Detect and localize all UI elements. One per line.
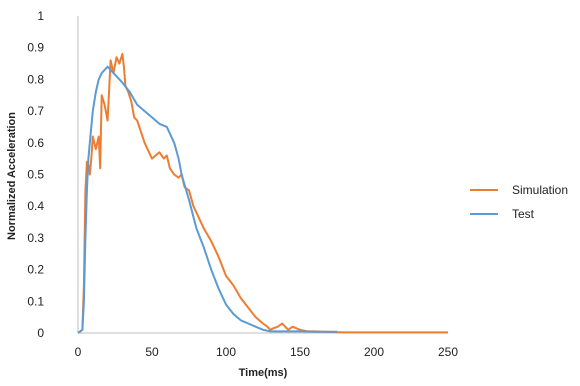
- y-tick-label: 0.7: [27, 104, 44, 118]
- x-tick-label: 50: [145, 345, 159, 359]
- x-tick-label: 250: [438, 345, 458, 359]
- y-tick-label: 0.5: [27, 168, 44, 182]
- y-tick-label: 0.3: [27, 231, 44, 245]
- x-axis-title: Time(ms): [239, 367, 288, 379]
- series-line-simulation: [77, 53, 448, 334]
- x-tick-label: 150: [290, 345, 310, 359]
- legend-label-simulation: Simulation: [512, 183, 568, 197]
- y-tick-label: 0.4: [27, 199, 44, 213]
- y-tick-label: 0: [37, 326, 44, 340]
- y-tick-label: 0.9: [27, 41, 44, 55]
- series-layer: [77, 53, 448, 334]
- y-tick-labels: 0 0.1 0.2 0.3 0.4 0.5 0.6 0.7 0.8 0.9 1: [27, 9, 44, 340]
- y-axis-title-group: Normalized Acceleration: [6, 112, 18, 240]
- y-tick-label: 1: [37, 9, 44, 23]
- y-tick-label: 0.1: [27, 294, 44, 308]
- legend: Simulation Test: [470, 183, 568, 221]
- axes: [77, 16, 448, 334]
- x-tick-label: 0: [75, 345, 82, 359]
- series-line-test: [77, 65, 337, 334]
- y-tick-label: 0.2: [27, 263, 44, 277]
- y-tick-label: 0.6: [27, 136, 44, 150]
- x-tick-label: 100: [216, 345, 236, 359]
- x-tick-labels: 0 50 100 150 200 250: [75, 345, 459, 359]
- legend-label-test: Test: [512, 207, 535, 221]
- y-tick-label: 0.8: [27, 72, 44, 86]
- y-axis-title: Normalized Acceleration: [6, 112, 18, 240]
- x-tick-label: 200: [364, 345, 384, 359]
